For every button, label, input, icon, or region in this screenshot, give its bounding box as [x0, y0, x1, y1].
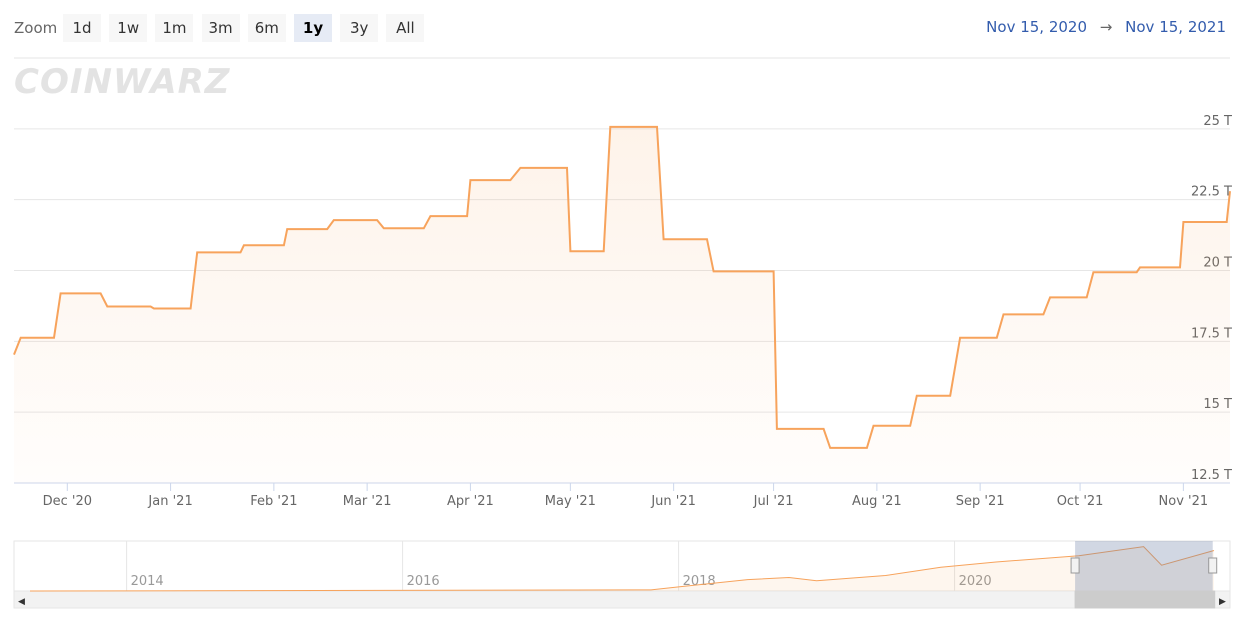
zoom-button[interactable]: 3m — [201, 14, 240, 42]
zoom-label: Zoom — [14, 19, 58, 37]
area-fill — [14, 126, 1230, 484]
y-tick-label: 22.5 T — [1191, 185, 1232, 200]
zoom-button[interactable]: 1w — [109, 14, 148, 42]
x-tick-label: Oct '21 — [1057, 494, 1104, 509]
x-tick-label: Jan '21 — [147, 494, 192, 509]
navigator-tick-label: 2016 — [407, 574, 440, 589]
scrollbar-thumb[interactable] — [1074, 590, 1216, 609]
navigator-tick-label: 2014 — [131, 574, 164, 589]
date-range: Nov 15, 2020 → Nov 15, 2021 — [986, 18, 1226, 36]
zoom-button[interactable]: 6m — [247, 14, 286, 42]
navigator-line — [29, 546, 1215, 592]
zoom-button[interactable]: 1d — [63, 14, 101, 42]
x-tick-label: Aug '21 — [852, 494, 902, 509]
navigator-tick-label: 2020 — [959, 574, 992, 589]
x-tick-label: Mar '21 — [343, 494, 392, 509]
x-tick-label: Jun '21 — [650, 494, 696, 509]
x-tick-label: Feb '21 — [250, 494, 297, 509]
x-tick-label: Jul '21 — [753, 494, 794, 509]
y-tick-label: 25 T — [1203, 114, 1232, 129]
x-tick-label: May '21 — [545, 494, 596, 509]
line — [13, 125, 1231, 449]
scrollbar[interactable] — [13, 590, 1231, 609]
x-tick-label: Dec '20 — [43, 494, 92, 509]
x-tick-label: Sep '21 — [956, 494, 1005, 509]
scroll-left[interactable]: ◀ — [18, 597, 25, 607]
navigator-handle[interactable] — [1070, 557, 1080, 574]
zoom-button[interactable]: All — [386, 14, 425, 42]
zoom-button[interactable]: 1y — [294, 14, 332, 42]
navigator-selection — [1075, 541, 1213, 591]
range-arrow: → — [1099, 18, 1113, 36]
x-tick-label: Nov '21 — [1159, 494, 1209, 509]
range-to[interactable]: Nov 15, 2021 — [1125, 18, 1226, 36]
watermark: COINWARZ — [14, 62, 231, 102]
scroll-right[interactable]: ▶ — [1219, 597, 1226, 607]
navigator-area — [30, 546, 1214, 591]
x-tick-label: Apr '21 — [447, 494, 494, 509]
range-from[interactable]: Nov 15, 2020 — [986, 18, 1088, 36]
zoom-button[interactable]: 1m — [155, 14, 194, 42]
zoom-button[interactable]: 3y — [340, 14, 379, 42]
navigator-handle[interactable] — [1208, 557, 1218, 574]
